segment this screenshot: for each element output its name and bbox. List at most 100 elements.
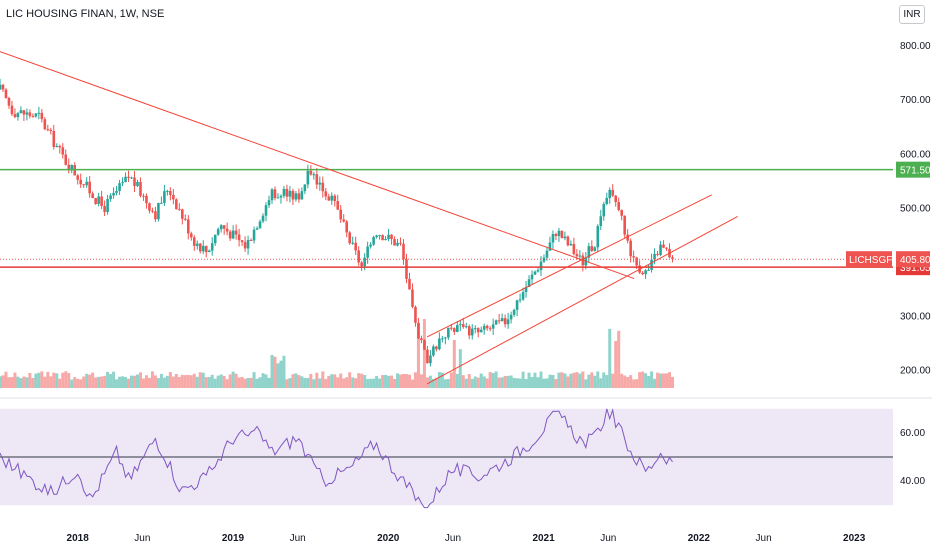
- candle-body: [447, 327, 450, 338]
- volume-bar: [246, 377, 250, 388]
- candle-body: [575, 254, 579, 257]
- candle-body: [79, 179, 83, 185]
- volume-bar: [85, 373, 89, 388]
- candle-body: [1, 84, 5, 90]
- volume-bar: [557, 372, 561, 388]
- volume-bar: [37, 372, 41, 388]
- volume-bar: [231, 371, 235, 388]
- volume-bar: [581, 371, 585, 388]
- volume-bar: [434, 377, 438, 388]
- volume-bar: [61, 372, 65, 388]
- volume-bar: [225, 379, 229, 388]
- candle-body: [390, 234, 393, 240]
- candle-body: [333, 195, 337, 202]
- volume-bar: [94, 377, 98, 388]
- volume-bar: [162, 377, 166, 388]
- candle-body: [52, 131, 56, 147]
- candle-body: [288, 190, 292, 197]
- candle-body: [659, 244, 662, 255]
- candle-body: [142, 195, 145, 197]
- candle-body: [91, 193, 94, 199]
- volume-bar: [327, 375, 331, 388]
- volume-bar: [488, 372, 492, 388]
- volume-bar: [270, 354, 274, 388]
- candle-body: [408, 278, 411, 290]
- candle-body: [261, 215, 265, 222]
- volume-bar: [1, 375, 5, 388]
- price-axis-tick: 300.00: [900, 311, 931, 322]
- volume-bar: [4, 371, 8, 388]
- candle-body: [366, 246, 369, 258]
- volume-bar: [384, 374, 388, 388]
- candle-body: [491, 324, 495, 329]
- currency-button[interactable]: INR: [899, 5, 925, 24]
- volume-bar: [569, 373, 573, 388]
- candle-body: [258, 221, 262, 229]
- time-axis-tick: Jun: [600, 533, 616, 544]
- volume-bar: [16, 376, 20, 388]
- volume-bar: [46, 371, 50, 388]
- price-axis-tick: 600.00: [900, 149, 931, 160]
- volume-bar: [112, 371, 116, 388]
- candle-body: [665, 247, 668, 249]
- candle-body: [429, 355, 432, 364]
- candle-body: [55, 145, 59, 147]
- volume-bar: [422, 318, 426, 388]
- trendline-channel-upper[interactable]: [426, 194, 713, 338]
- candle-body: [653, 253, 656, 260]
- trendline-descending[interactable]: [0, 51, 635, 280]
- volume-bar: [527, 372, 531, 388]
- candle-body: [441, 338, 444, 340]
- volume-bar: [596, 371, 600, 388]
- volume-bar: [118, 376, 122, 388]
- candle-body: [512, 309, 516, 315]
- volume-bar: [333, 374, 337, 388]
- volume-bar: [413, 372, 417, 388]
- volume-bar: [138, 372, 142, 388]
- time-axis-tick: Jun: [445, 533, 461, 544]
- volume-bar: [67, 373, 71, 388]
- candle-body: [656, 253, 659, 255]
- candle-body: [569, 243, 573, 246]
- volume-bar: [52, 372, 56, 388]
- volume-bar: [267, 377, 271, 388]
- volume-bar: [440, 372, 444, 388]
- time-axis-tick: Jun: [134, 533, 150, 544]
- volume-bar: [243, 378, 247, 388]
- candle-body: [130, 177, 133, 179]
- volume-bar: [590, 372, 594, 388]
- volume-bar: [662, 373, 666, 388]
- candle-body: [181, 209, 184, 219]
- candle-body: [204, 245, 208, 253]
- candle-body: [345, 221, 349, 233]
- volume-bar: [665, 373, 669, 388]
- volume-bar: [300, 376, 304, 388]
- candle-body: [396, 242, 399, 246]
- candle-body: [34, 113, 38, 117]
- candle-body: [593, 247, 597, 251]
- volume-bar: [100, 376, 104, 388]
- candle-body: [31, 115, 35, 117]
- candle-body: [482, 325, 486, 330]
- volume-bar: [183, 375, 187, 388]
- volume-bar: [503, 375, 507, 388]
- drawings[interactable]: [0, 51, 893, 385]
- volume-bar: [635, 379, 639, 388]
- volume-bar: [416, 323, 420, 388]
- candle-body: [494, 320, 498, 325]
- volume-bar: [121, 376, 125, 388]
- candle-body: [160, 202, 163, 204]
- volume-bar: [491, 373, 495, 388]
- volume-bar: [668, 372, 672, 388]
- candle-body: [175, 199, 178, 210]
- resistance-level-label: 571.50: [900, 166, 931, 177]
- volume-bar: [455, 373, 459, 388]
- candle-body: [435, 346, 438, 350]
- trendline-channel-lower[interactable]: [426, 215, 738, 385]
- candle-body: [70, 164, 74, 171]
- volume-bar: [207, 377, 211, 388]
- volume-bar: [632, 379, 636, 388]
- volume-bar: [345, 377, 349, 388]
